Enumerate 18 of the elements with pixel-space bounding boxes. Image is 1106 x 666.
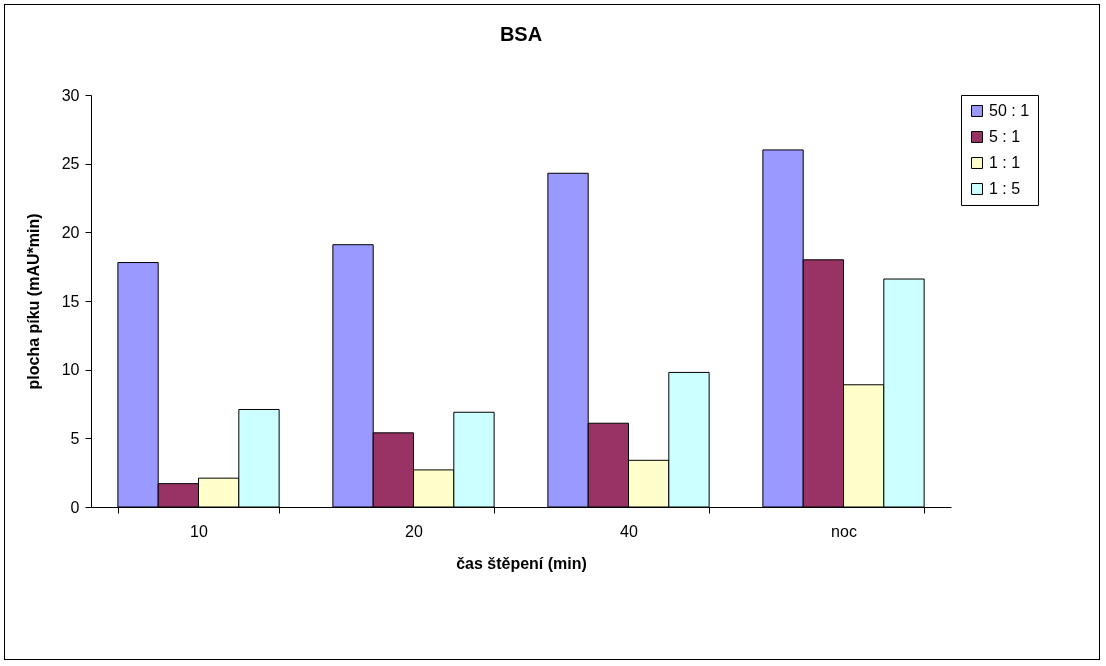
legend-label: 5 : 1 (989, 128, 1021, 145)
x-tick-label: 10 (190, 522, 208, 540)
y-tick-label: 0 (70, 498, 80, 516)
y-tick-label: 20 (61, 223, 80, 241)
x-axis-title: čas štěpení (min) (456, 554, 587, 572)
y-tick-label: 10 (61, 361, 80, 379)
legend-label: 1 : 1 (989, 154, 1021, 171)
chart-title: BSA (499, 23, 543, 45)
y-tick-label: 25 (61, 155, 80, 173)
y-axis-title: plocha píku (mAU*min) (24, 213, 42, 390)
y-tick-label: 15 (61, 292, 80, 310)
x-tick-label: 40 (620, 522, 638, 540)
y-tick-label: 5 (70, 429, 80, 447)
x-tick-label: noc (831, 522, 857, 540)
y-tick-label: 30 (61, 86, 80, 104)
legend-label: 50 : 1 (989, 102, 1030, 119)
x-tick-label: 20 (405, 522, 423, 540)
legend-label: 1 : 5 (989, 180, 1021, 197)
